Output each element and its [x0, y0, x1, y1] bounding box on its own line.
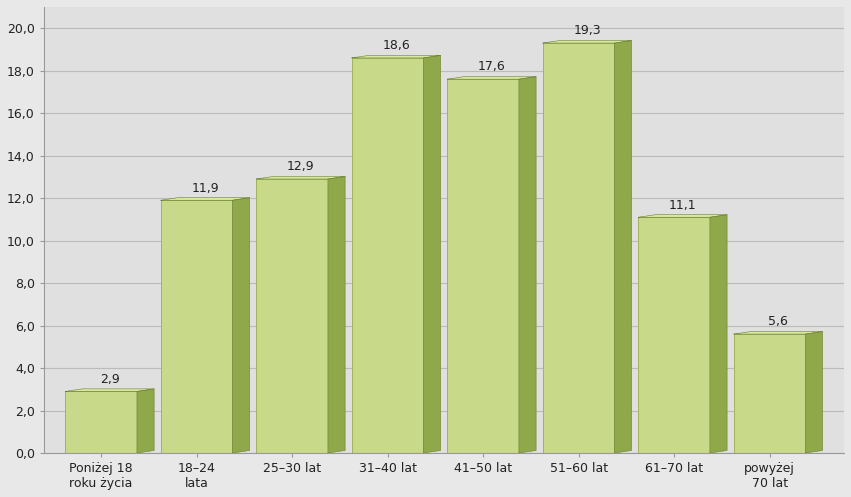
Polygon shape [805, 331, 823, 453]
Polygon shape [614, 41, 631, 453]
Polygon shape [519, 77, 536, 453]
Polygon shape [543, 41, 631, 43]
Text: 18,6: 18,6 [382, 39, 410, 52]
Text: 12,9: 12,9 [287, 160, 315, 173]
Polygon shape [66, 389, 154, 392]
Polygon shape [256, 176, 346, 179]
Polygon shape [351, 55, 441, 58]
Text: 19,3: 19,3 [574, 24, 601, 37]
Text: 2,9: 2,9 [100, 373, 120, 386]
Text: 5,6: 5,6 [768, 315, 788, 329]
Polygon shape [710, 215, 727, 453]
Polygon shape [424, 55, 441, 453]
Text: 17,6: 17,6 [477, 61, 505, 74]
Polygon shape [137, 389, 154, 453]
Polygon shape [448, 77, 536, 79]
Text: 11,9: 11,9 [191, 181, 219, 194]
Polygon shape [232, 198, 249, 453]
Polygon shape [161, 198, 249, 200]
Polygon shape [328, 176, 346, 453]
Text: 11,1: 11,1 [669, 198, 696, 212]
Polygon shape [734, 331, 823, 334]
Polygon shape [638, 215, 727, 217]
